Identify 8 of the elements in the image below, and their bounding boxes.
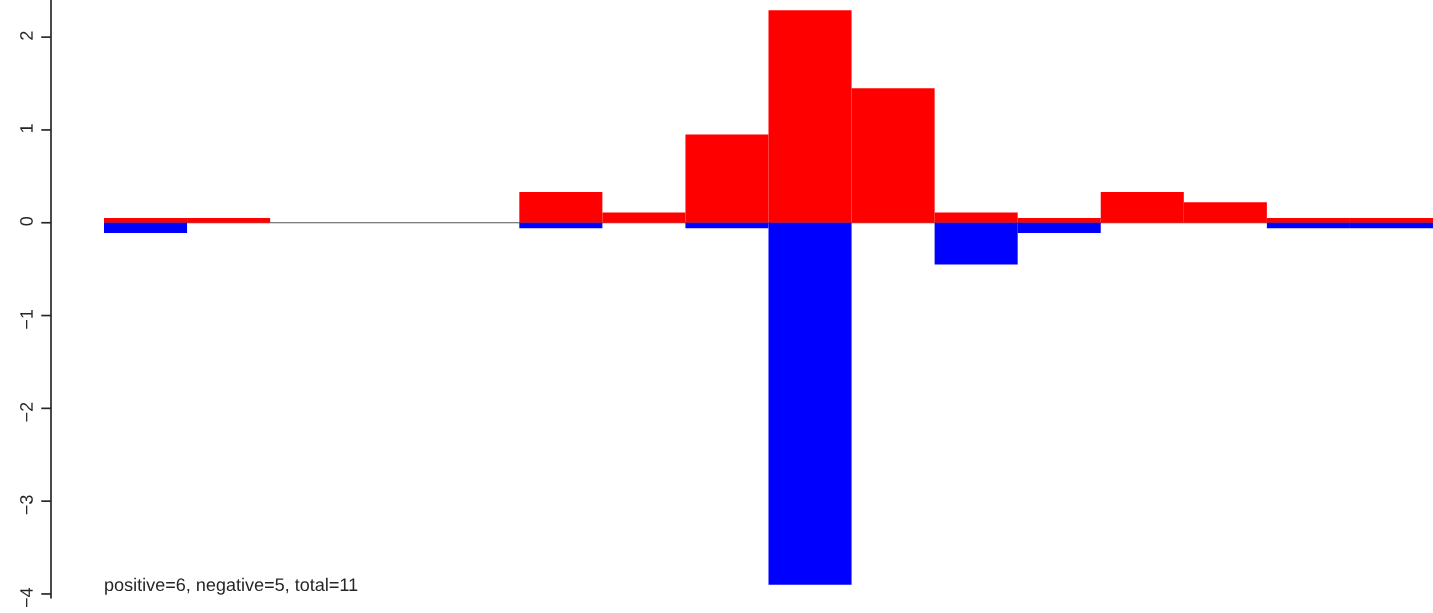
- y-tick-label: −1: [20, 309, 33, 329]
- y-tick-label: 2: [20, 31, 33, 40]
- y-tick-label: −4: [20, 587, 33, 608]
- y-tick-label: 0: [20, 216, 33, 226]
- y-tick-label: −3: [20, 495, 33, 515]
- y-tick-label: −2: [20, 402, 33, 422]
- annotation: positive=6, negative=5, total=11: [105, 577, 358, 595]
- y-tick-label: 1: [20, 124, 33, 133]
